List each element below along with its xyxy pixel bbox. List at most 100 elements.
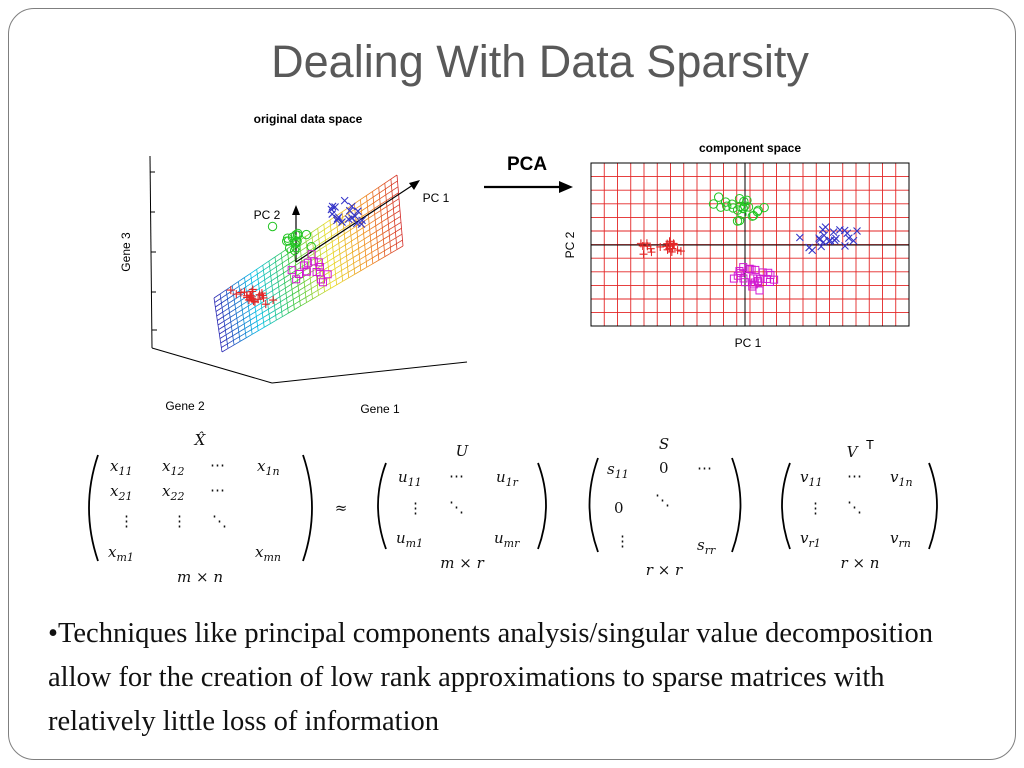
mesh-line (269, 266, 277, 272)
mesh-line (365, 251, 372, 257)
circle-marker (267, 221, 278, 232)
slide-frame (8, 8, 1016, 760)
svg-text:x11: x11 (110, 457, 132, 478)
mesh-line (370, 236, 377, 242)
plus-marker (638, 241, 647, 250)
mesh-line (239, 332, 246, 338)
u-left-paren (377, 462, 387, 550)
plus-marker (656, 242, 665, 251)
mesh-line (353, 264, 361, 270)
circle-marker (740, 201, 750, 211)
mesh-line (286, 294, 293, 299)
mesh-line (221, 348, 229, 353)
mesh-line (237, 323, 245, 328)
mesh-line (243, 319, 251, 325)
mesh-line (285, 288, 293, 294)
mesh-line (361, 206, 368, 212)
cross-marker (835, 226, 844, 234)
mesh-line (224, 321, 232, 327)
mesh-line (310, 279, 318, 284)
mesh-line (383, 241, 391, 246)
mesh-line (333, 253, 341, 259)
mesh-line (233, 336, 240, 341)
mesh-line (226, 335, 233, 340)
mesh-line (351, 242, 359, 247)
mesh-line (328, 268, 336, 273)
circle-marker (282, 233, 293, 243)
mesh-line (261, 303, 268, 309)
square-marker (292, 275, 301, 284)
plus-marker (639, 250, 648, 259)
svg-text:um1: um1 (396, 529, 423, 550)
plus-marker (255, 290, 264, 299)
mesh-line (250, 316, 257, 321)
mesh-line (274, 252, 282, 258)
svg-text:vr1: vr1 (800, 529, 821, 550)
mesh-line (326, 246, 333, 252)
mesh-line (330, 226, 338, 232)
mesh-line (318, 234, 326, 240)
mesh-line (231, 322, 238, 327)
plus-marker (670, 240, 679, 249)
mesh-line (344, 235, 352, 240)
mesh-line (384, 252, 392, 257)
svg-text:xmn: xmn (255, 543, 281, 564)
svg-text:⋱: ⋱ (655, 491, 670, 509)
mesh-line (272, 286, 279, 291)
mesh-line (256, 312, 263, 317)
plus-marker (269, 296, 278, 305)
original-data-space-panel: original data space Gene 3 Gene 2 Gene 1… (119, 112, 468, 416)
mesh-line (386, 202, 394, 207)
mesh-line (282, 312, 289, 318)
u-right-paren (537, 462, 547, 550)
mesh-line (265, 280, 272, 286)
square-marker (323, 270, 332, 279)
right-xlabel: PC 1 (735, 336, 762, 350)
mesh-line (235, 304, 242, 310)
mesh-line (214, 298, 221, 303)
mesh-line (358, 249, 366, 255)
mesh-line (324, 225, 331, 230)
mesh-line (380, 206, 388, 211)
mesh-line (396, 239, 403, 245)
plus-marker (663, 245, 672, 254)
cross-marker (328, 210, 337, 218)
cross-marker (357, 220, 366, 228)
mesh-line (238, 328, 246, 333)
mesh-line (291, 285, 299, 290)
mesh-line (347, 268, 355, 273)
mesh-line (226, 290, 234, 295)
mesh-line (330, 284, 337, 289)
mesh-line (312, 238, 320, 244)
cross-marker (345, 206, 354, 215)
mesh-line (364, 240, 371, 246)
mesh-line (395, 227, 402, 233)
mesh-line (257, 322, 264, 327)
approx-sign: ≈ (335, 499, 348, 517)
mesh-line (264, 275, 271, 281)
mesh-line (334, 259, 341, 264)
mesh-line (341, 271, 349, 277)
mesh-line (241, 300, 248, 306)
mesh-line (298, 286, 305, 292)
svg-text:v11: v11 (800, 468, 822, 489)
cross-marker (328, 202, 337, 211)
mesh-line (334, 264, 342, 270)
plus-marker (248, 287, 257, 296)
svg-text:umr: umr (494, 529, 520, 550)
svg-text:⋯: ⋯ (210, 481, 225, 499)
cross-marker (333, 214, 342, 223)
mesh-line (274, 301, 281, 306)
mesh-line (312, 295, 319, 300)
mesh-line (282, 258, 289, 264)
bullet-text: Techniques like principal components ana… (48, 618, 933, 737)
mesh-line (299, 291, 306, 297)
slide-title: Dealing With Data Sparsity (271, 36, 809, 87)
mesh-line (287, 304, 295, 309)
box-axes (149, 155, 468, 384)
mesh-line (307, 253, 315, 258)
mesh-line (270, 319, 277, 325)
mesh-line (311, 233, 319, 238)
mesh-line (366, 263, 374, 268)
mesh-line (363, 229, 370, 234)
